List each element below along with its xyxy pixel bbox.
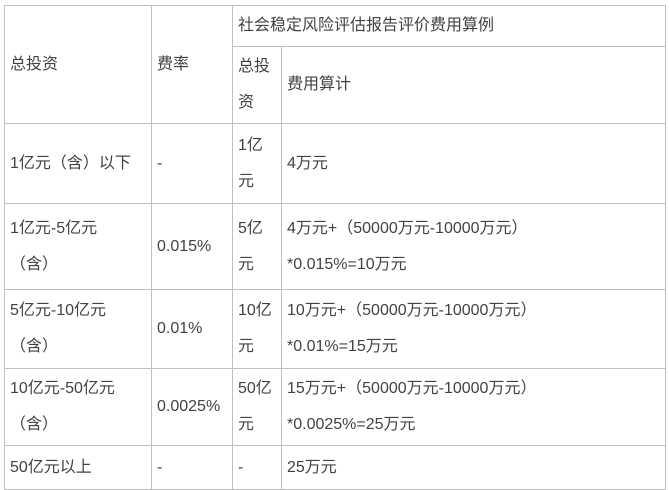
cell-line: -	[157, 154, 163, 172]
cell-line: 0.0025%	[157, 398, 221, 415]
table-row: 1亿元-5亿元 （含） 0.015% 5亿 元 4万元+（50000万元-100…	[4, 203, 667, 290]
cell-line: 1亿元-5亿元	[10, 219, 98, 237]
rate-cell: 0.01%	[151, 289, 233, 369]
cell-line: *0.015%=10万元	[287, 255, 407, 273]
cell-line: 0.01%	[157, 320, 203, 337]
cell-line: 元	[238, 172, 255, 190]
table-row: 50亿元以上 - - 25万元	[4, 445, 667, 490]
investment-cell: 1亿元-5亿元 （含）	[4, 203, 152, 290]
header-label: 总投资	[10, 55, 59, 73]
cell-line: 10万元+（50000万元-10000万元）	[287, 302, 537, 319]
cell-line: 0.015%	[157, 237, 212, 255]
cell-line: 元	[238, 416, 255, 433]
cell-line: 50亿	[238, 380, 272, 397]
fee-cell: 25万元	[280, 445, 667, 490]
cell-line: 25万元	[287, 458, 337, 476]
fee-schedule-table: 总投资 费率 社会稳定风险评估报告评价费用算例 总投 资 费用算计	[4, 5, 667, 490]
header-total-investment: 总投资	[4, 5, 152, 124]
cell-line: 元	[238, 255, 255, 273]
header-label-line: 资	[238, 94, 255, 111]
cell-line: 1亿元（含）以下	[10, 154, 131, 172]
table-header-row-1: 总投资 费率 社会稳定风险评估报告评价费用算例	[4, 5, 667, 124]
header-label-line: 总投	[238, 58, 271, 75]
investment-cell: 10亿元-50亿元 （含）	[4, 368, 152, 446]
header-rate: 费率	[151, 5, 233, 124]
table-title: 社会稳定风险评估报告评价费用算例	[238, 17, 495, 34]
example-investment-cell: 10亿 元	[232, 289, 282, 369]
investment-cell: 5亿元-10亿元 （含）	[4, 289, 152, 369]
cell-line: 5亿	[238, 219, 263, 237]
cell-line: *0.0025%=25万元	[287, 416, 416, 433]
cell-line: （含）	[10, 416, 59, 433]
rate-cell: 0.0025%	[151, 368, 233, 446]
rate-cell: -	[151, 445, 233, 490]
cell-line: 10亿	[238, 302, 272, 319]
cell-line: *0.01%=15万元	[287, 338, 398, 355]
investment-cell: 1亿元（含）以下	[4, 123, 152, 204]
rate-cell: -	[151, 123, 233, 204]
example-investment-cell: 5亿 元	[232, 203, 282, 290]
header-fee-calculation: 费用算计	[280, 46, 667, 124]
example-investment-cell: 1亿 元	[232, 123, 282, 204]
cell-line: 4万元	[287, 154, 328, 172]
fee-cell: 15万元+（50000万元-10000万元） *0.0025%=25万元	[280, 368, 667, 446]
example-investment-cell: -	[232, 445, 282, 490]
cell-line: （含）	[10, 338, 59, 355]
table-title-cell: 社会稳定风险评估报告评价费用算例	[231, 5, 667, 47]
header-label: 费率	[157, 55, 190, 73]
header-label: 费用算计	[287, 76, 352, 93]
table-row: 10亿元-50亿元 （含） 0.0025% 50亿 元 15万元+（50000万…	[4, 368, 667, 446]
cell-line: 15万元+（50000万元-10000万元）	[287, 380, 537, 397]
fee-cell: 4万元	[280, 123, 667, 204]
example-investment-cell: 50亿 元	[232, 368, 282, 446]
table-row: 5亿元-10亿元 （含） 0.01% 10亿 元 10万元+（50000万元-1…	[4, 289, 667, 369]
rate-cell: 0.015%	[151, 203, 233, 290]
cell-line: -	[157, 458, 163, 476]
cell-line: 10亿元-50亿元	[10, 380, 115, 397]
fee-cell: 4万元+（50000万元-10000万元） *0.015%=10万元	[280, 203, 667, 290]
investment-cell: 50亿元以上	[4, 445, 152, 490]
header-example-investment: 总投 资	[232, 46, 282, 124]
cell-line: -	[238, 458, 244, 476]
cell-line: 4万元+（50000万元-10000万元）	[287, 219, 528, 237]
cell-line: 1亿	[238, 136, 263, 154]
fee-cell: 10万元+（50000万元-10000万元） *0.01%=15万元	[280, 289, 667, 369]
cell-line: 元	[238, 338, 255, 355]
table-row: 1亿元（含）以下 - 1亿 元 4万元	[4, 123, 667, 204]
table-header-row-2: 总投 资 费用算计	[5, 46, 667, 124]
cell-line: （含）	[10, 255, 59, 273]
cell-line: 50亿元以上	[10, 458, 92, 476]
cell-line: 5亿元-10亿元	[10, 302, 107, 319]
